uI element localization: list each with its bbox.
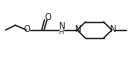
Text: O: O [45, 14, 51, 22]
Text: N: N [74, 26, 80, 34]
Text: O: O [24, 26, 30, 34]
Text: N: N [109, 25, 116, 34]
Text: N: N [58, 22, 64, 31]
Text: H: H [59, 29, 64, 35]
